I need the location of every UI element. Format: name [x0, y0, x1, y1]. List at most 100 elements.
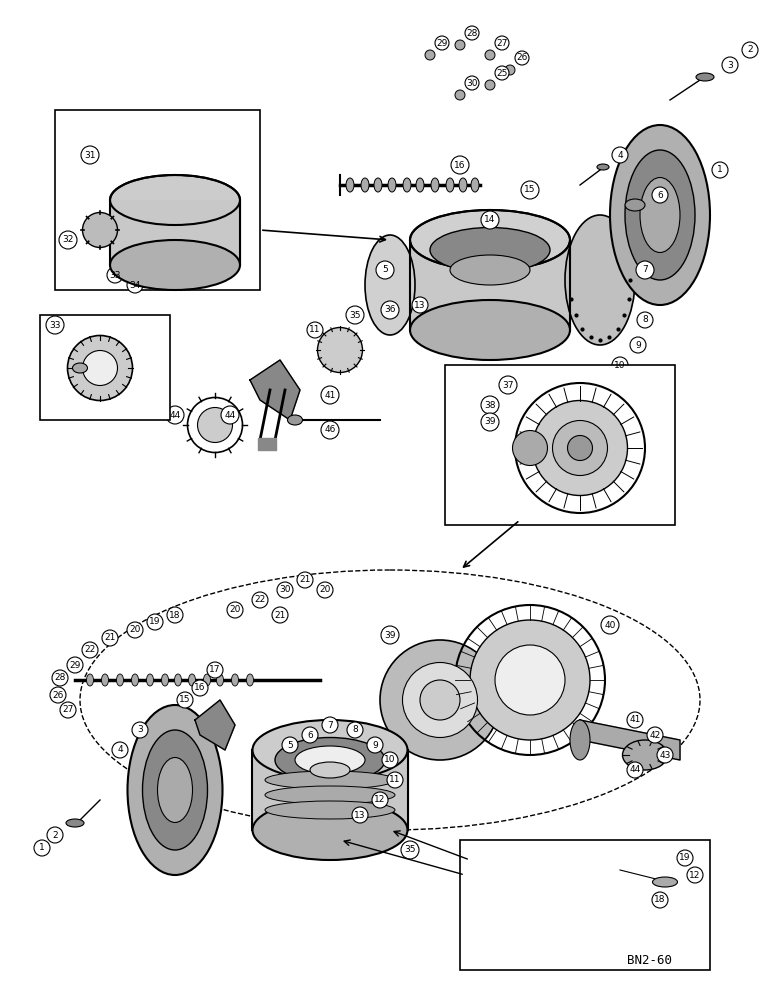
Ellipse shape — [265, 771, 395, 789]
Circle shape — [637, 312, 653, 328]
Ellipse shape — [317, 328, 363, 372]
Circle shape — [352, 807, 368, 823]
Circle shape — [347, 722, 363, 738]
Ellipse shape — [696, 73, 714, 81]
Circle shape — [481, 211, 499, 229]
Circle shape — [647, 727, 663, 743]
Text: 2: 2 — [747, 45, 753, 54]
Circle shape — [102, 630, 118, 646]
Circle shape — [657, 747, 673, 763]
Circle shape — [346, 306, 364, 324]
Circle shape — [59, 231, 77, 249]
Circle shape — [412, 297, 428, 313]
Circle shape — [112, 742, 128, 758]
Text: 19: 19 — [679, 854, 691, 862]
Ellipse shape — [198, 408, 232, 442]
Ellipse shape — [570, 720, 590, 760]
Ellipse shape — [495, 645, 565, 715]
Text: 25: 25 — [496, 68, 508, 78]
Ellipse shape — [83, 213, 117, 247]
Ellipse shape — [67, 336, 133, 400]
Text: 8: 8 — [642, 316, 648, 324]
Ellipse shape — [622, 740, 668, 770]
Text: 15: 15 — [524, 186, 536, 194]
Text: 18: 18 — [654, 896, 665, 904]
Text: 37: 37 — [503, 380, 513, 389]
Ellipse shape — [625, 150, 695, 280]
Ellipse shape — [143, 730, 208, 850]
Circle shape — [652, 892, 668, 908]
Text: 30: 30 — [466, 79, 478, 88]
Circle shape — [322, 717, 338, 733]
Circle shape — [382, 752, 398, 768]
Circle shape — [387, 772, 403, 788]
Ellipse shape — [410, 210, 570, 270]
Polygon shape — [195, 700, 235, 750]
Ellipse shape — [157, 758, 192, 822]
Circle shape — [47, 827, 63, 843]
Text: 17: 17 — [209, 666, 221, 674]
Text: 38: 38 — [484, 400, 496, 410]
Text: 10: 10 — [384, 756, 396, 764]
Circle shape — [372, 792, 388, 808]
Circle shape — [302, 727, 318, 743]
Circle shape — [630, 337, 646, 353]
Circle shape — [521, 181, 539, 199]
Circle shape — [272, 607, 288, 623]
Ellipse shape — [388, 178, 396, 192]
Text: 26: 26 — [52, 690, 63, 700]
Circle shape — [367, 737, 383, 753]
Ellipse shape — [425, 50, 435, 60]
Text: 7: 7 — [642, 265, 648, 274]
Ellipse shape — [403, 178, 411, 192]
Ellipse shape — [252, 720, 408, 780]
Text: 2: 2 — [52, 830, 58, 840]
Text: 20: 20 — [229, 605, 241, 614]
Circle shape — [167, 607, 183, 623]
Text: 4: 4 — [617, 150, 623, 159]
Circle shape — [52, 670, 68, 686]
Bar — [40, 315, 170, 420]
Text: 9: 9 — [372, 740, 378, 750]
Text: 29: 29 — [69, 660, 81, 670]
Ellipse shape — [610, 125, 710, 305]
Text: 7: 7 — [327, 720, 333, 730]
Ellipse shape — [471, 178, 479, 192]
Circle shape — [465, 26, 479, 40]
Ellipse shape — [232, 674, 239, 686]
Text: 15: 15 — [179, 696, 191, 704]
Text: 16: 16 — [454, 160, 466, 169]
Ellipse shape — [470, 620, 590, 740]
Circle shape — [601, 616, 619, 634]
Text: 4: 4 — [117, 746, 123, 754]
Text: 12: 12 — [374, 796, 386, 804]
Text: 9: 9 — [635, 340, 641, 350]
Ellipse shape — [295, 746, 365, 774]
Ellipse shape — [110, 175, 240, 225]
Ellipse shape — [485, 80, 495, 90]
Text: 41: 41 — [629, 716, 641, 724]
Text: 44: 44 — [629, 766, 641, 774]
Ellipse shape — [310, 762, 350, 778]
Text: 20: 20 — [320, 585, 330, 594]
Text: 40: 40 — [604, 620, 616, 630]
Ellipse shape — [147, 674, 154, 686]
Circle shape — [317, 582, 333, 598]
Circle shape — [127, 277, 143, 293]
Bar — [55, 110, 260, 290]
Ellipse shape — [117, 674, 124, 686]
Circle shape — [277, 582, 293, 598]
Ellipse shape — [265, 786, 395, 804]
Ellipse shape — [446, 178, 454, 192]
Ellipse shape — [402, 662, 478, 738]
Ellipse shape — [127, 705, 222, 875]
Ellipse shape — [374, 178, 382, 192]
Circle shape — [147, 614, 163, 630]
Ellipse shape — [265, 801, 395, 819]
Text: 32: 32 — [63, 235, 73, 244]
Circle shape — [627, 762, 643, 778]
Circle shape — [192, 680, 208, 696]
Text: 11: 11 — [389, 776, 401, 784]
Text: 22: 22 — [255, 595, 266, 604]
Ellipse shape — [652, 877, 678, 887]
